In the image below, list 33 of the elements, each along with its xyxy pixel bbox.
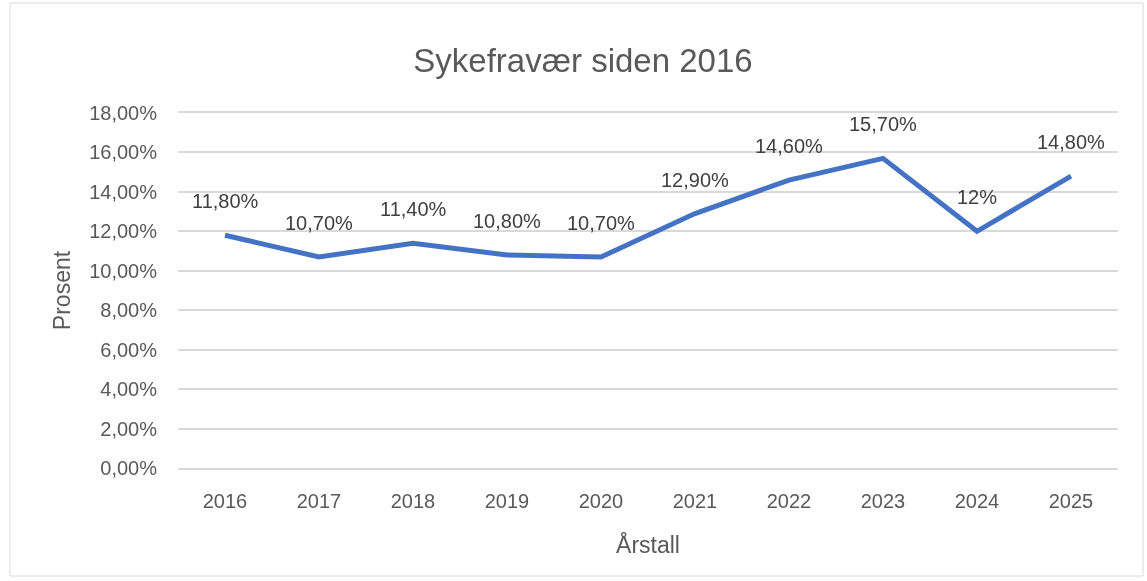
data-label: 14,80%	[1037, 131, 1106, 153]
data-label: 10,80%	[473, 210, 542, 232]
x-tick-label: 2017	[296, 489, 342, 512]
y-tick-label: 12,00%	[89, 220, 158, 243]
data-label: 12,90%	[661, 169, 730, 191]
x-tick-label: 2020	[578, 489, 624, 512]
x-tick-label: 2016	[202, 489, 248, 512]
y-tick-label: 14,00%	[89, 180, 158, 203]
data-label: 10,70%	[567, 212, 636, 234]
y-tick-label: 16,00%	[89, 141, 158, 164]
x-tick-label: 2018	[390, 489, 436, 512]
x-tick-label: 2022	[766, 489, 812, 512]
y-tick-label: 4,00%	[100, 378, 158, 401]
x-tick-label: 2025	[1048, 489, 1094, 512]
y-tick-label: 18,00%	[89, 102, 158, 124]
data-label: 14,60%	[755, 135, 824, 157]
data-label: 10,70%	[285, 212, 354, 234]
x-tick-label: 2024	[954, 489, 1000, 512]
y-tick-label: 10,00%	[89, 259, 158, 282]
data-label: 12%	[957, 186, 998, 208]
x-tick-label: 2021	[672, 489, 718, 512]
y-tick-label: 8,00%	[100, 299, 158, 322]
y-tick-label: 6,00%	[100, 338, 158, 361]
data-label: 11,40%	[380, 198, 447, 220]
x-axis-title: Årstall	[616, 530, 680, 558]
y-tick-label: 0,00%	[100, 457, 158, 479]
data-label: 15,70%	[849, 113, 918, 135]
x-tick-label: 2019	[484, 489, 530, 512]
x-tick-label: 2023	[860, 489, 906, 512]
chart-title: Sykefravær siden 2016	[413, 41, 753, 79]
y-tick-label: 2,00%	[100, 417, 158, 440]
y-axis-title: Prosent	[48, 250, 75, 331]
data-label: 11,80%	[192, 190, 259, 212]
